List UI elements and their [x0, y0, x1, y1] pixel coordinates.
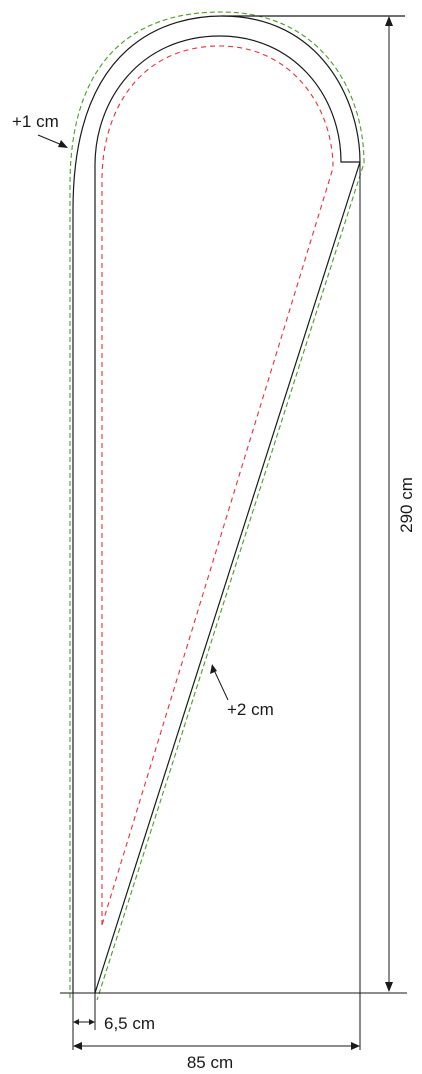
pocket-arrow-left — [73, 1019, 79, 1025]
diagonal-allowance-pointer-head — [210, 664, 217, 674]
width-arrow-right — [351, 1042, 360, 1050]
pocket-width-label: 6,5 cm — [104, 1014, 155, 1033]
top-allowance-label: +1 cm — [12, 112, 59, 131]
height-label: 290 cm — [397, 477, 416, 533]
total-width-label: 85 cm — [187, 1053, 233, 1072]
height-arrow-bottom — [385, 982, 393, 992]
diagonal-allowance-pointer-line — [213, 669, 229, 701]
top-allowance-pointer-head — [58, 140, 68, 148]
flag-diagonal-edge — [94, 161, 361, 994]
diagonal-allowance-label: +2 cm — [227, 700, 274, 719]
flag-outline — [72, 15, 405, 993]
top-allowance-pointer-line — [37, 134, 63, 146]
height-arrow-top — [385, 16, 393, 26]
width-arrow-left — [73, 1042, 82, 1050]
pocket-arrow-right — [89, 1019, 95, 1025]
outer-allowance-outline — [69, 11, 365, 1001]
flag-top-arc — [94, 15, 361, 993]
inner-print-area-outline — [101, 45, 334, 926]
